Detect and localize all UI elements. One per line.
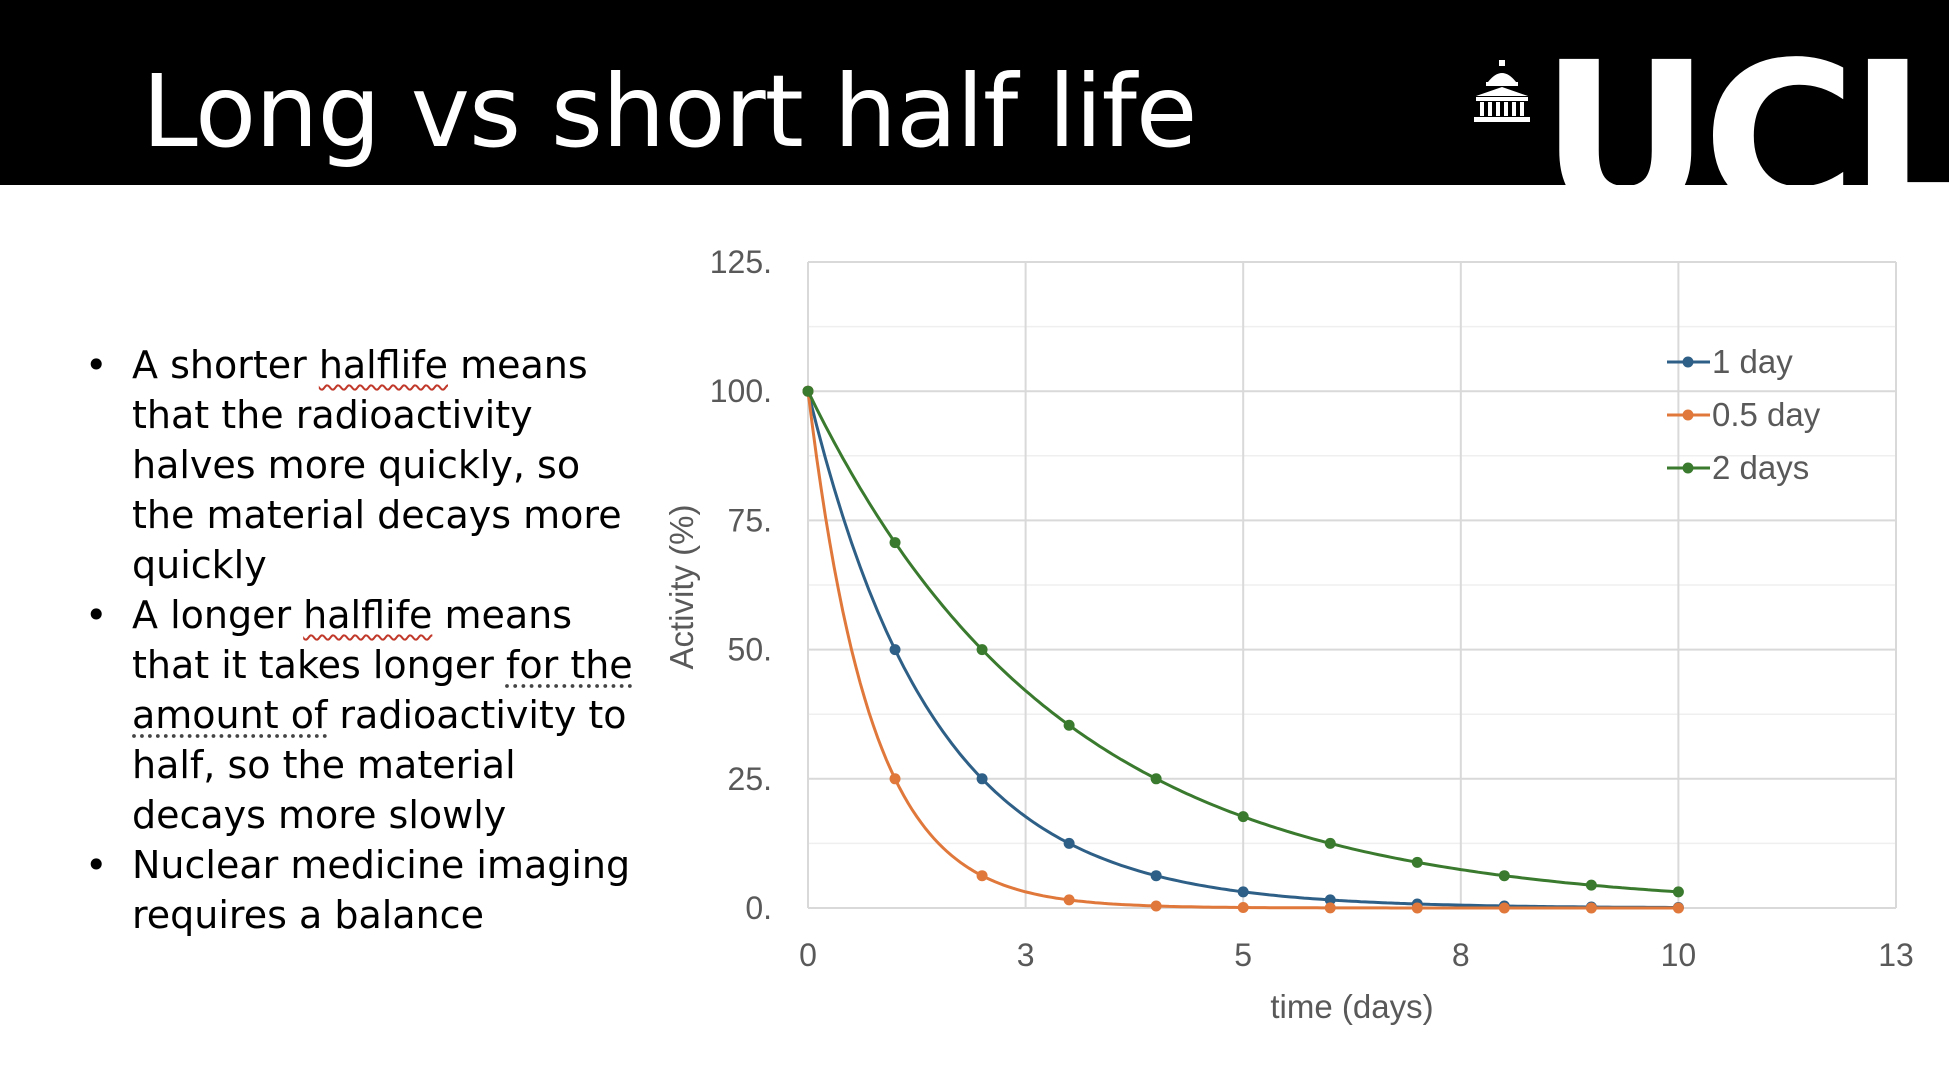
data-point: [1150, 900, 1162, 912]
data-point: [1585, 902, 1597, 914]
bullet-text: means that it takes longer: [132, 593, 573, 687]
bullet-item: • A shorter halflife means that the radio…: [75, 340, 635, 590]
legend-marker: [1682, 409, 1694, 421]
data-point: [802, 385, 814, 397]
data-point: [1324, 902, 1336, 914]
data-point: [1150, 870, 1162, 882]
data-point: [1237, 886, 1249, 898]
y-tick-label: 25.: [728, 761, 772, 797]
data-point: [889, 537, 901, 549]
legend-marker: [1682, 356, 1694, 368]
data-point: [1063, 837, 1075, 849]
y-tick-label: 125.: [710, 244, 772, 280]
bullet-item: • Nuclear medicine imaging requires a bal…: [75, 840, 635, 940]
data-point: [976, 644, 988, 656]
legend-label: 1 day: [1712, 343, 1793, 380]
y-tick-label: 50.: [728, 632, 772, 668]
bullet-text: radioactivity to half, so the material d…: [132, 693, 627, 837]
spellcheck-word: halflife: [318, 343, 448, 387]
slide-header: Long vs short half life UCL: [0, 0, 1949, 185]
x-axis-title: time (days): [1270, 988, 1433, 1025]
data-point: [1585, 879, 1597, 891]
data-point: [889, 644, 901, 656]
data-point: [1672, 902, 1684, 914]
data-point: [1150, 773, 1162, 785]
bullet-item: • A longer halflife means that it takes l…: [75, 590, 635, 840]
data-point: [976, 773, 988, 785]
data-point: [1498, 902, 1510, 914]
legend-label: 2 days: [1712, 449, 1809, 486]
spellcheck-word: halflife: [303, 593, 433, 637]
bullet-marker: •: [85, 843, 108, 887]
x-tick-label: 0: [799, 937, 817, 973]
y-tick-label: 100.: [710, 373, 772, 409]
bullet-marker: •: [85, 343, 108, 387]
y-axis-title: Activity (%): [663, 505, 700, 670]
bullet-text: means that the radioactivity halves more…: [132, 343, 622, 587]
bullet-list: • A shorter halflife means that the radio…: [75, 340, 635, 940]
data-point: [1498, 870, 1510, 882]
x-tick-label: 8: [1452, 937, 1470, 973]
legend-label: 0.5 day: [1712, 396, 1821, 433]
x-tick-label: 3: [1017, 937, 1035, 973]
data-point: [1063, 719, 1075, 731]
ucl-logo-text: UCL: [1540, 17, 1949, 186]
portico-building-icon: [1474, 60, 1530, 122]
data-point: [1672, 886, 1684, 898]
x-tick-label: 5: [1234, 937, 1252, 973]
bullet-text: A shorter: [132, 343, 319, 387]
bullet-marker: •: [85, 593, 108, 637]
data-point: [889, 773, 901, 785]
data-point: [1063, 894, 1075, 906]
data-point: [1237, 901, 1249, 913]
data-point: [976, 870, 988, 882]
data-point: [1411, 902, 1423, 914]
legend-marker: [1682, 462, 1694, 474]
bullet-text: A longer: [132, 593, 304, 637]
data-point: [1411, 856, 1423, 868]
y-tick-label: 75.: [728, 502, 772, 538]
data-point: [1324, 894, 1336, 906]
x-tick-label: 13: [1878, 937, 1914, 973]
y-tick-label: 0.: [745, 890, 772, 926]
slide-title: Long vs short half life: [142, 53, 1197, 170]
grammar-flagged-text: for the amount of: [132, 643, 633, 737]
data-point: [1324, 837, 1336, 849]
x-tick-label: 10: [1661, 937, 1697, 973]
data-point: [1237, 811, 1249, 823]
bullet-text: Nuclear medicine imaging requires a bala…: [132, 843, 631, 937]
